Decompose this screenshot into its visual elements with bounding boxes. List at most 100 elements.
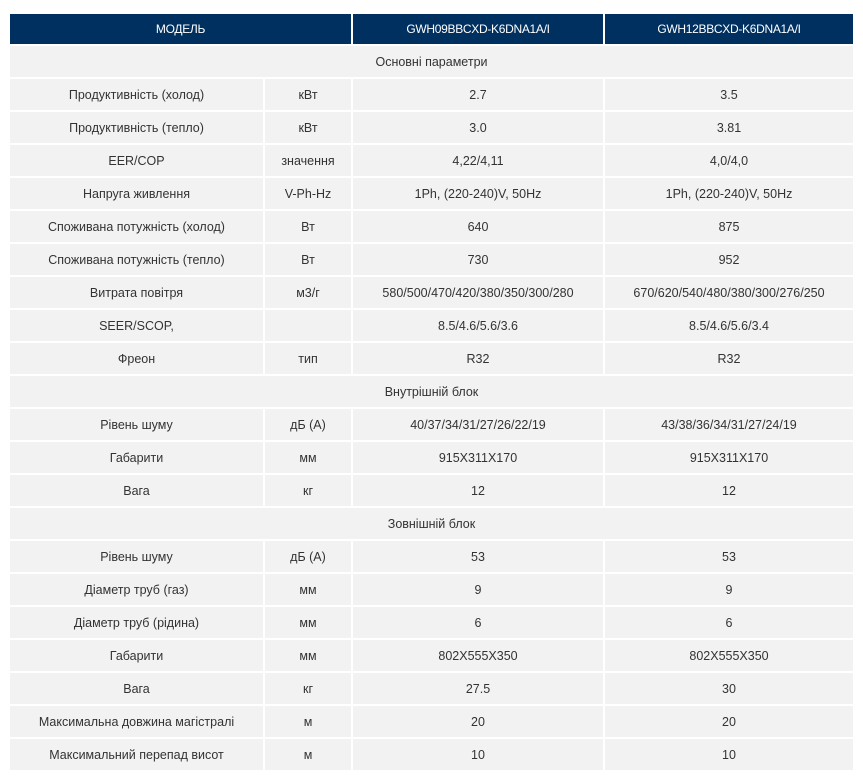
model-1-value: 3.0 [352,111,604,144]
param-cell: Вага [9,474,264,507]
table-row: SEER/SCOP, 8.5/4.6/5.6/3.6 8.5/4.6/5.6/3.4 [9,309,854,342]
model-2-value: 10 [604,738,854,771]
table-row: Габарити мм 915X311X170 915X311X170 [9,441,854,474]
param-cell: Максимальний перепад висот [9,738,264,771]
model-1-value: 802X555X350 [352,639,604,672]
param-cell: Габарити [9,441,264,474]
model-1-value: 9 [352,573,604,606]
model-1-value: 640 [352,210,604,243]
model-1-value: 730 [352,243,604,276]
param-cell: Витрата повітря [9,276,264,309]
section-title: Внутрішній блок [9,375,854,408]
model-1-value: 20 [352,705,604,738]
model-1-value: 27.5 [352,672,604,705]
unit-cell: дБ (А) [264,408,352,441]
model-2-value: 915X311X170 [604,441,854,474]
model-header: МОДЕЛЬ [9,13,352,45]
table-row: Напруга живлення V-Ph-Hz 1Ph, (220-240)V, … [9,177,854,210]
table-row: Продуктивність (холод) кВт 2.7 3.5 [9,78,854,111]
table-row: Вага кг 27.5 30 [9,672,854,705]
model-1-value: 2.7 [352,78,604,111]
param-cell: Фреон [9,342,264,375]
section-row: Внутрішній блок [9,375,854,408]
model-2-value: 3.5 [604,78,854,111]
param-cell: Діаметр труб (газ) [9,573,264,606]
header-row: МОДЕЛЬ GWH09BBCXD-K6DNA1A/I GWH12BBCXD-K… [9,13,854,45]
model-2-value: 9 [604,573,854,606]
param-cell: Діаметр труб (рідина) [9,606,264,639]
section-row: Зовнішній блок [9,507,854,540]
model-1-value: 12 [352,474,604,507]
model-1-value: 915X311X170 [352,441,604,474]
table-row: Рівень шуму дБ (А) 40/37/34/31/27/26/22/19… [9,408,854,441]
table-row: Діаметр труб (газ) мм 9 9 [9,573,854,606]
table-row: Вага кг 12 12 [9,474,854,507]
model-1-value: 6 [352,606,604,639]
table-row: Споживана потужність (холод) Вт 640 875 [9,210,854,243]
param-cell: Максимальна довжина магістралі [9,705,264,738]
model-2-value: 802X555X350 [604,639,854,672]
param-cell: Продуктивність (тепло) [9,111,264,144]
model-2-value: 6 [604,606,854,639]
unit-cell: м [264,705,352,738]
model-2-value: 43/38/36/34/31/27/24/19 [604,408,854,441]
param-cell: Рівень шуму [9,540,264,573]
param-cell: Габарити [9,639,264,672]
model-2-value: 3.81 [604,111,854,144]
table-row: EER/COP значення 4,22/4,11 4,0/4,0 [9,144,854,177]
model-2-header: GWH12BBCXD-K6DNA1A/I [604,13,854,45]
unit-cell: кг [264,474,352,507]
model-1-value: 4,22/4,11 [352,144,604,177]
param-cell: Продуктивність (холод) [9,78,264,111]
unit-cell: мм [264,441,352,474]
model-1-value: 8.5/4.6/5.6/3.6 [352,309,604,342]
unit-cell: V-Ph-Hz [264,177,352,210]
table-row: Рівень шуму дБ (А) 53 53 [9,540,854,573]
model-2-value: 30 [604,672,854,705]
section-title: Основні параметри [9,45,854,78]
model-1-value: 40/37/34/31/27/26/22/19 [352,408,604,441]
model-2-value: 875 [604,210,854,243]
model-2-value: 4,0/4,0 [604,144,854,177]
unit-cell: кВт [264,78,352,111]
model-2-value: 53 [604,540,854,573]
unit-cell: Вт [264,243,352,276]
model-2-value: 952 [604,243,854,276]
table-row: Споживана потужність (тепло) Вт 730 952 [9,243,854,276]
unit-cell: кг [264,672,352,705]
table-row: Продуктивність (тепло) кВт 3.0 3.81 [9,111,854,144]
unit-cell: кВт [264,111,352,144]
table-row: Габарити мм 802X555X350 802X555X350 [9,639,854,672]
param-cell: Напруга живлення [9,177,264,210]
model-2-value: 20 [604,705,854,738]
param-cell: Рівень шуму [9,408,264,441]
table-row: Діаметр труб (рідина) мм 6 6 [9,606,854,639]
model-2-value: 12 [604,474,854,507]
table-row: Витрата повітря м3/г 580/500/470/420/380/3… [9,276,854,309]
section-title: Зовнішній блок [9,507,854,540]
unit-cell: м3/г [264,276,352,309]
model-1-value: 1Ph, (220-240)V, 50Hz [352,177,604,210]
unit-cell: значення [264,144,352,177]
section-row: Основні параметри [9,45,854,78]
param-cell: Споживана потужність (тепло) [9,243,264,276]
unit-cell: мм [264,573,352,606]
unit-cell: мм [264,639,352,672]
model-1-value: R32 [352,342,604,375]
unit-cell: м [264,738,352,771]
unit-cell: Вт [264,210,352,243]
model-2-value: 1Ph, (220-240)V, 50Hz [604,177,854,210]
model-2-value: 8.5/4.6/5.6/3.4 [604,309,854,342]
param-cell: Споживана потужність (холод) [9,210,264,243]
param-cell: Вага [9,672,264,705]
model-1-value: 10 [352,738,604,771]
model-1-value: 580/500/470/420/380/350/300/280 [352,276,604,309]
unit-cell: дБ (А) [264,540,352,573]
model-1-value: 53 [352,540,604,573]
model-2-value: R32 [604,342,854,375]
table-row: Максимальна довжина магістралі м 20 20 [9,705,854,738]
unit-cell [264,309,352,342]
model-1-header: GWH09BBCXD-K6DNA1A/I [352,13,604,45]
table-row: Фреон тип R32 R32 [9,342,854,375]
unit-cell: тип [264,342,352,375]
